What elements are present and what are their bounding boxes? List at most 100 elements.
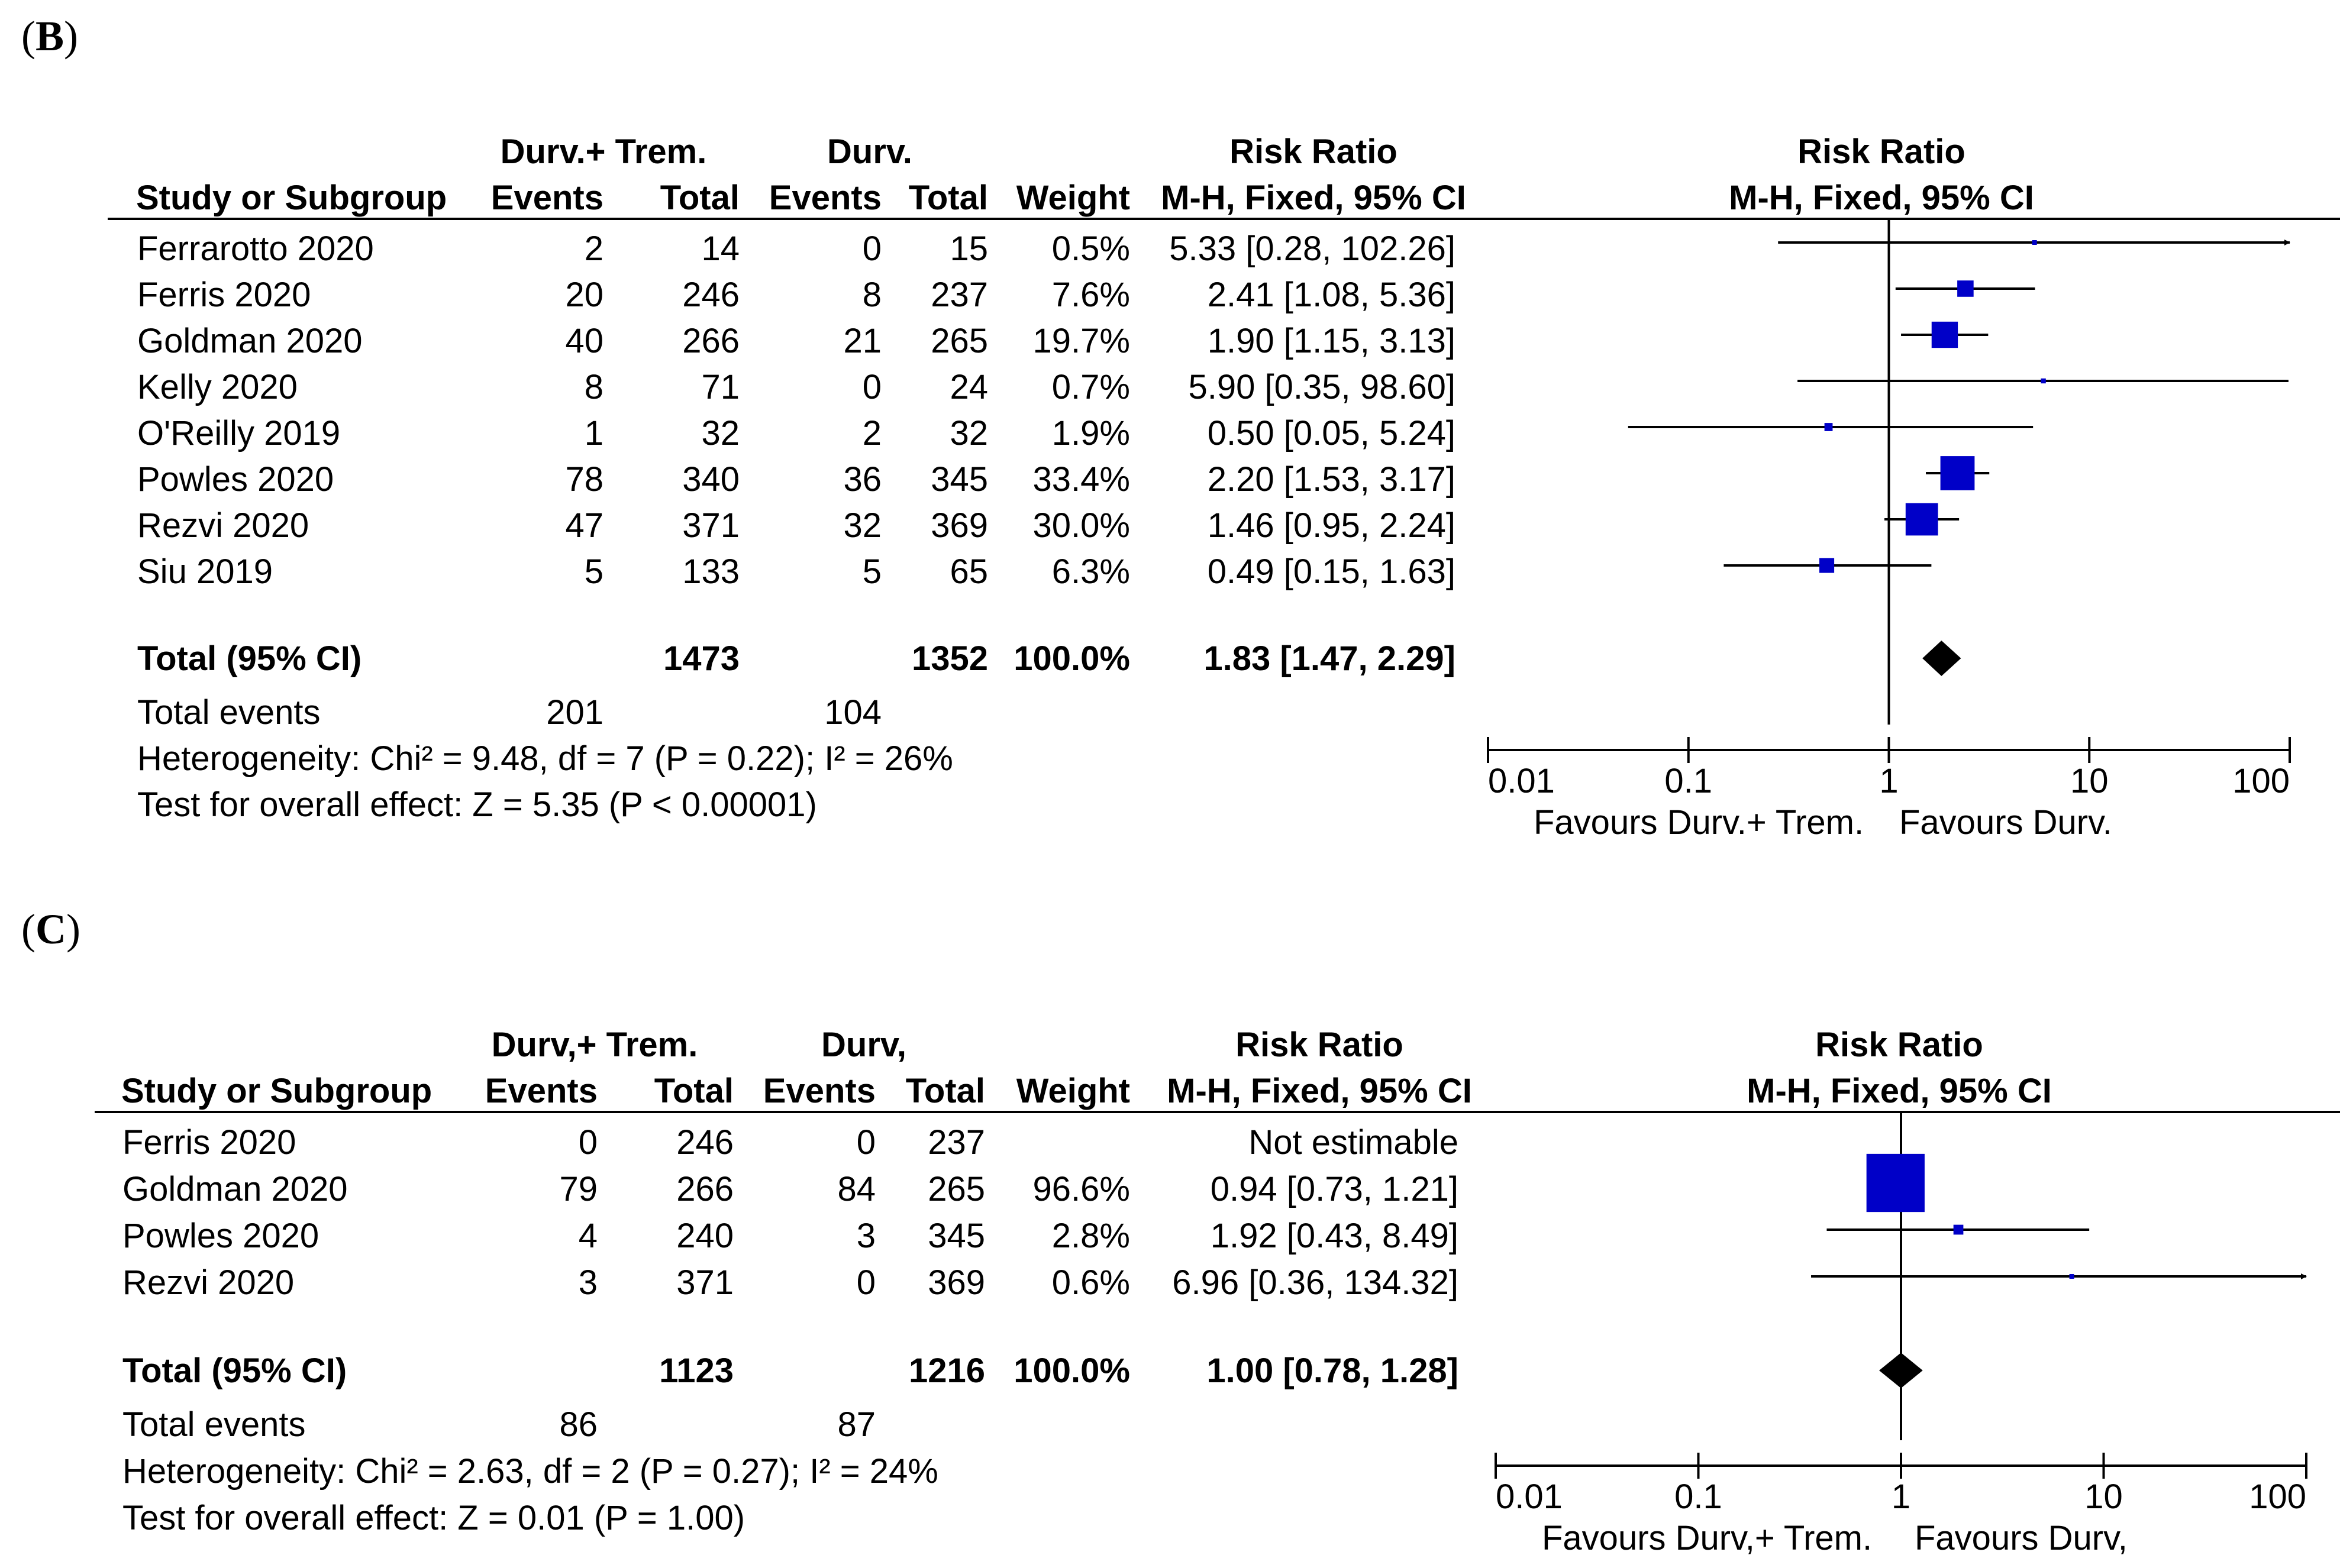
events1-value: 78 bbox=[565, 460, 603, 499]
panel-b-weight-header: Weight bbox=[1016, 179, 1130, 217]
panel-b-study-box bbox=[1905, 503, 1938, 536]
total-label: Total (95% CI) bbox=[122, 1352, 347, 1390]
events2-value: 0 bbox=[856, 1123, 876, 1162]
panel-b-plot-title: Risk Ratio bbox=[1797, 132, 1965, 171]
weight-value: 0.5% bbox=[1051, 229, 1130, 268]
panel-b-total-events2: 104 bbox=[824, 693, 882, 732]
panel-b-events2-header: Events bbox=[769, 179, 882, 217]
panel-c-group1-header: Durv,+ Trem. bbox=[491, 1026, 698, 1064]
panel-b-group2-header: Durv. bbox=[827, 132, 912, 171]
panel-b-study-header: Study or Subgroup bbox=[136, 179, 447, 217]
panel-b-study-box bbox=[2041, 378, 2046, 384]
weight-value: 0.6% bbox=[1051, 1263, 1130, 1302]
events2-value: 21 bbox=[843, 322, 882, 360]
total-ci: 1.83 [1.47, 2.29] bbox=[1203, 639, 1455, 678]
panel-b-tick-label: 10 bbox=[2070, 762, 2109, 800]
total2-value: 1216 bbox=[908, 1352, 985, 1390]
events2-value: 32 bbox=[843, 506, 882, 545]
panel-b-rr-sub: M-H, Fixed, 95% CI bbox=[1161, 179, 1466, 217]
study-name: O'Reilly 2019 bbox=[137, 414, 341, 452]
total2-value: 345 bbox=[931, 460, 988, 499]
panel-c-group2-header: Durv, bbox=[821, 1026, 906, 1064]
ci-value: 1.92 [0.43, 8.49] bbox=[1210, 1217, 1458, 1255]
ci-value: 6.96 [0.36, 134.32] bbox=[1172, 1263, 1458, 1302]
total-ci: 1.00 [0.78, 1.28] bbox=[1206, 1352, 1458, 1390]
panel-c-rr-title: Risk Ratio bbox=[1235, 1026, 1403, 1064]
study-name: Goldman 2020 bbox=[137, 322, 363, 360]
events2-value: 84 bbox=[837, 1170, 876, 1208]
panel-c-total-events1: 86 bbox=[559, 1405, 598, 1444]
panel-b-group1-header: Durv.+ Trem. bbox=[500, 132, 707, 171]
panel-c-rr-sub: M-H, Fixed, 95% CI bbox=[1167, 1072, 1472, 1110]
ci-value: 2.41 [1.08, 5.36] bbox=[1207, 276, 1455, 314]
panel-b-total-events1: 201 bbox=[546, 693, 603, 732]
study-name: Powles 2020 bbox=[122, 1217, 319, 1255]
panel-c-plot-sub: M-H, Fixed, 95% CI bbox=[1747, 1072, 2052, 1110]
total1-value: 14 bbox=[701, 229, 740, 268]
panel-c-header-rule bbox=[95, 1111, 2340, 1113]
total1-value: 371 bbox=[682, 506, 740, 545]
panel-c-tick-label: 10 bbox=[2084, 1478, 2123, 1516]
panel-b-overall-effect: Test for overall effect: Z = 5.35 (P < 0… bbox=[137, 785, 817, 824]
panel-b-study-box bbox=[1940, 456, 1975, 490]
total2-value: 369 bbox=[928, 1263, 985, 1302]
total2-value: 1352 bbox=[911, 639, 988, 678]
events1-value: 8 bbox=[584, 368, 603, 406]
panel-b-study-box bbox=[1931, 321, 1958, 348]
total1-value: 1473 bbox=[663, 639, 740, 678]
ci-value: 0.50 [0.05, 5.24] bbox=[1207, 414, 1455, 452]
panel-c-study-header: Study or Subgroup bbox=[121, 1072, 433, 1110]
total2-value: 237 bbox=[928, 1123, 985, 1162]
total1-value: 340 bbox=[682, 460, 740, 499]
total2-value: 237 bbox=[931, 276, 988, 314]
weight-value: 2.8% bbox=[1051, 1217, 1130, 1255]
panel-c-study-box bbox=[2069, 1274, 2074, 1279]
panel-c-weight-header: Weight bbox=[1016, 1072, 1130, 1110]
panel-c-study-box bbox=[1866, 1153, 1925, 1213]
total2-value: 24 bbox=[950, 368, 988, 406]
ci-value: 1.46 [0.95, 2.24] bbox=[1207, 506, 1455, 545]
panel-c-events2-header: Events bbox=[763, 1072, 876, 1110]
panel-c-total-events-label: Total events bbox=[122, 1405, 306, 1444]
ci-value: 2.20 [1.53, 3.17] bbox=[1207, 460, 1455, 499]
study-name: Siu 2019 bbox=[137, 552, 273, 591]
ci-value: 0.49 [0.15, 1.63] bbox=[1207, 552, 1455, 591]
total1-value: 266 bbox=[682, 322, 740, 360]
weight-value: 6.3% bbox=[1051, 552, 1130, 591]
events1-value: 1 bbox=[584, 414, 603, 452]
panel-c-favours-left: Favours Durv,+ Trem. bbox=[1542, 1519, 1873, 1557]
panel-b-header-rule bbox=[108, 218, 2340, 220]
panel-b-favours-right: Favours Durv. bbox=[1899, 803, 2112, 842]
panel-b-plot-sub: M-H, Fixed, 95% CI bbox=[1729, 179, 2034, 217]
total1-value: 1123 bbox=[659, 1352, 734, 1390]
panel-c-tick-label: 0.01 bbox=[1496, 1478, 1563, 1516]
panel-b-tick-label: 1 bbox=[1879, 762, 1898, 800]
ci-value: 5.90 [0.35, 98.60] bbox=[1188, 368, 1455, 406]
total1-value: 133 bbox=[682, 552, 740, 591]
events2-value: 0 bbox=[856, 1263, 876, 1302]
events2-value: 8 bbox=[862, 276, 882, 314]
total2-value: 345 bbox=[928, 1217, 985, 1255]
total1-value: 246 bbox=[676, 1123, 734, 1162]
total1-value: 246 bbox=[682, 276, 740, 314]
events2-value: 3 bbox=[856, 1217, 876, 1255]
events2-value: 0 bbox=[862, 229, 882, 268]
panel-b-heterogeneity: Heterogeneity: Chi² = 9.48, df = 7 (P = … bbox=[137, 739, 953, 778]
study-name: Rezvi 2020 bbox=[137, 506, 309, 545]
total2-value: 65 bbox=[950, 552, 988, 591]
ci-value: 5.33 [0.28, 102.26] bbox=[1169, 229, 1455, 268]
events1-value: 40 bbox=[565, 322, 603, 360]
panel-b-pooled-diamond bbox=[1922, 641, 1961, 676]
weight-value: 7.6% bbox=[1051, 276, 1130, 314]
events2-value: 5 bbox=[862, 552, 882, 591]
study-name: Rezvi 2020 bbox=[122, 1263, 295, 1302]
total-weight: 100.0% bbox=[1014, 1352, 1130, 1390]
total2-value: 265 bbox=[928, 1170, 985, 1208]
panel-c-study-box bbox=[1953, 1224, 1964, 1235]
panel-b-events1-header: Events bbox=[490, 179, 603, 217]
total1-value: 71 bbox=[701, 368, 740, 406]
panel-c-label: (C) bbox=[21, 906, 80, 953]
panel-b-favours-left: Favours Durv.+ Trem. bbox=[1534, 803, 1864, 842]
panel-b-label: (B) bbox=[21, 12, 78, 60]
